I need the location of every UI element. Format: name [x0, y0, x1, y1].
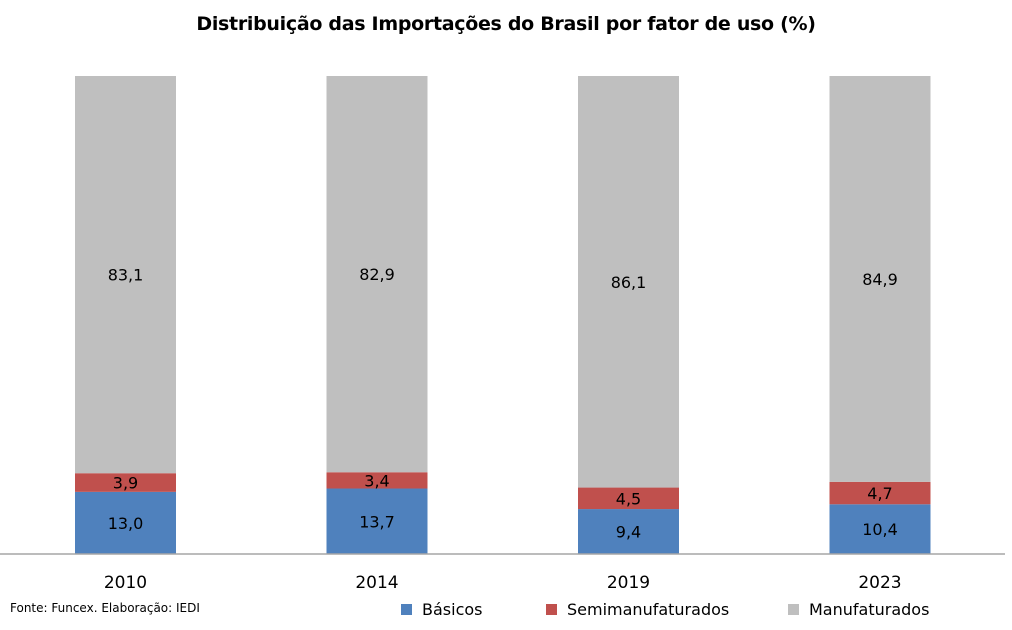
legend-swatch-basicos: [401, 604, 412, 615]
bar-manufaturados-2014: [326, 76, 428, 473]
data-label-basicos-2010: 13,0: [108, 514, 144, 533]
data-label-manufaturados-2010: 83,1: [108, 266, 144, 285]
data-label-manufaturados-2014: 82,9: [359, 265, 395, 284]
legend-label-manufaturados: Manufaturados: [809, 600, 930, 619]
bar-basicos-2014: [326, 488, 428, 554]
bar-semimanufaturados-2023: [829, 481, 931, 505]
data-label-basicos-2014: 13,7: [359, 512, 395, 531]
bar-semimanufaturados-2019: [578, 487, 679, 510]
data-labels-group: 13,0 3,9 83,1 13,7 3,4 82,9 9,4 4,5 86,1 10,4 4,7 8…: [108, 265, 898, 541]
x-tick-label-2010: 2010: [104, 573, 147, 593]
legend-label-basicos: Básicos: [422, 600, 483, 619]
bar-semimanufaturados-2010: [75, 473, 176, 492]
data-label-semimanufaturados-2023: 4,7: [867, 484, 892, 503]
data-label-semimanufaturados-2014: 3,4: [364, 471, 389, 490]
bar-basicos-2019: [578, 509, 679, 554]
legend: Básicos Semimanufaturados Manufaturados: [0, 600, 1012, 620]
data-label-semimanufaturados-2019: 4,5: [616, 489, 641, 508]
legend-item-semimanufaturados: Semimanufaturados: [546, 600, 729, 619]
legend-item-manufaturados: Manufaturados: [788, 600, 929, 619]
legend-swatch-manufaturados: [788, 604, 799, 615]
bar-manufaturados-2023: [829, 76, 931, 482]
source-note: Fonte: Funcex. Elaboração: IEDI: [10, 601, 200, 615]
data-label-manufaturados-2023: 84,9: [862, 270, 898, 289]
bar-semimanufaturados-2014: [326, 472, 428, 489]
legend-label-semimanufaturados: Semimanufaturados: [567, 600, 730, 619]
legend-item-basicos: Básicos: [401, 600, 482, 619]
legend-swatch-semimanufaturados: [546, 604, 557, 615]
bar-basicos-2010: [75, 491, 176, 554]
bar-manufaturados-2019: [578, 76, 679, 488]
stacked-bar-chart: 13,0 3,9 83,1 13,7 3,4 82,9 9,4 4,5 86,1 10,4 4,7 8…: [0, 76, 1005, 593]
x-tick-label-2019: 2019: [607, 573, 650, 593]
x-tick-labels-group: 2010 2014 2019 2023: [104, 573, 902, 593]
chart-title: Distribuição das Importações do Brasil p…: [196, 13, 816, 35]
data-label-basicos-2019: 9,4: [616, 523, 641, 542]
x-tick-label-2023: 2023: [858, 573, 901, 593]
data-label-manufaturados-2019: 86,1: [611, 273, 647, 292]
bar-basicos-2023: [829, 504, 931, 554]
data-label-semimanufaturados-2010: 3,9: [113, 474, 138, 493]
bar-manufaturados-2010: [75, 76, 176, 474]
bars-group: [75, 76, 931, 554]
data-label-basicos-2023: 10,4: [862, 520, 898, 539]
x-tick-label-2014: 2014: [355, 573, 398, 593]
